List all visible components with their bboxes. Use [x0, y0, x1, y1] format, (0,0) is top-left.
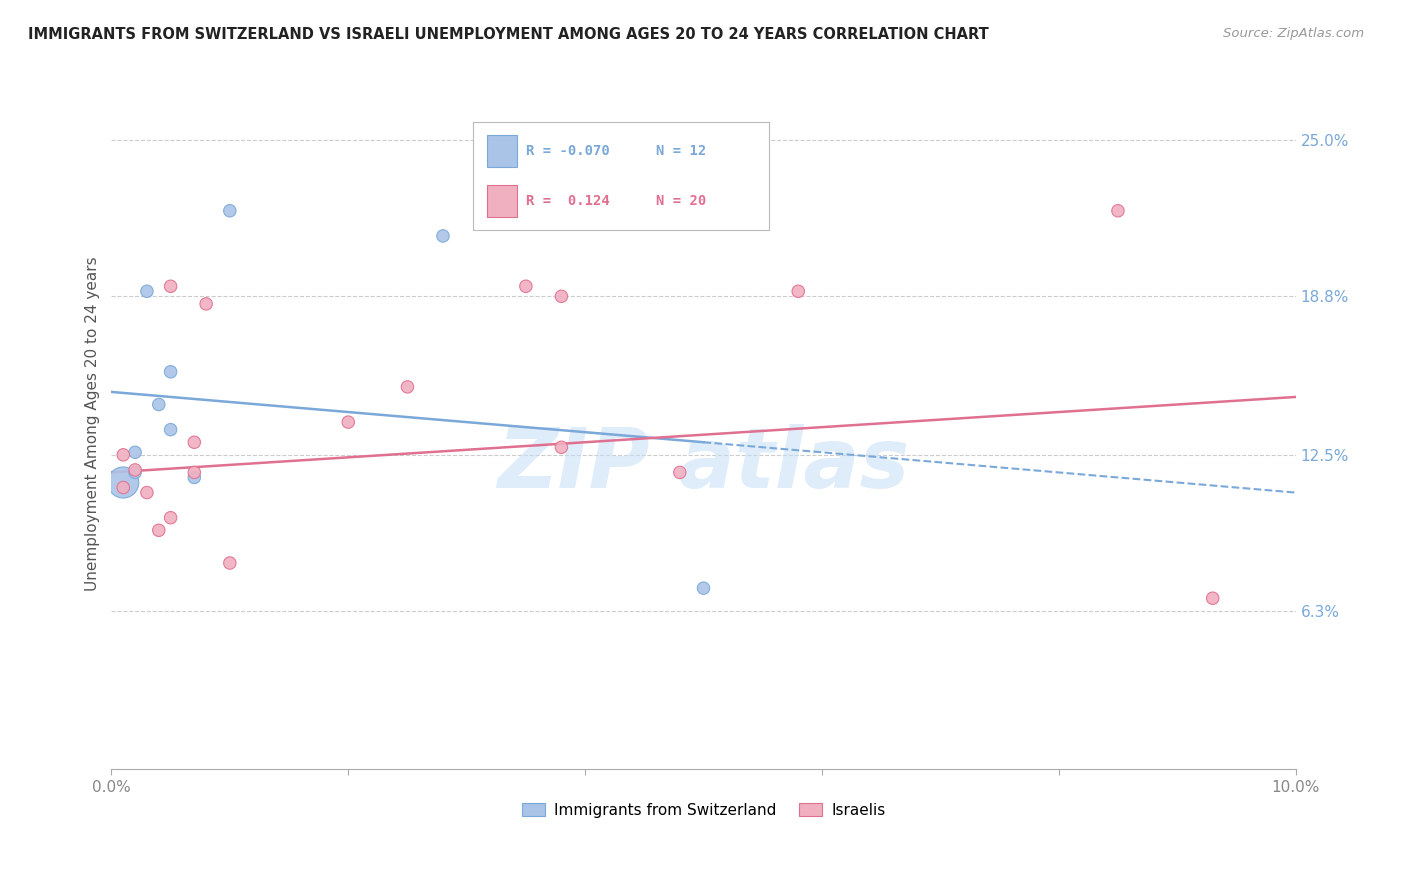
Point: [183, 466, 205, 480]
Legend: Immigrants from Switzerland, Israelis: Immigrants from Switzerland, Israelis: [516, 797, 891, 824]
Point: [1107, 203, 1129, 218]
Point: [183, 435, 205, 450]
Point: [159, 423, 181, 437]
Point: [337, 415, 360, 429]
Point: [669, 466, 692, 480]
Point: [124, 445, 146, 459]
Point: [432, 229, 454, 244]
Point: [1202, 591, 1225, 606]
Text: IMMIGRANTS FROM SWITZERLAND VS ISRAELI UNEMPLOYMENT AMONG AGES 20 TO 24 YEARS CO: IMMIGRANTS FROM SWITZERLAND VS ISRAELI U…: [28, 27, 988, 42]
Point: [159, 510, 181, 524]
Point: [112, 448, 135, 462]
Text: Source: ZipAtlas.com: Source: ZipAtlas.com: [1223, 27, 1364, 40]
Point: [396, 380, 419, 394]
Point: [124, 463, 146, 477]
Point: [692, 581, 714, 595]
Point: [515, 279, 537, 293]
Point: [218, 203, 240, 218]
Point: [787, 285, 810, 299]
Point: [112, 475, 135, 490]
Point: [218, 556, 240, 570]
Point: [195, 297, 218, 311]
Point: [148, 397, 170, 411]
Point: [550, 289, 572, 303]
Point: [550, 440, 572, 454]
Point: [136, 285, 159, 299]
Point: [124, 466, 146, 480]
Point: [159, 279, 181, 293]
Text: ZIP atlas: ZIP atlas: [498, 425, 910, 506]
Point: [538, 159, 561, 173]
Point: [183, 470, 205, 484]
Point: [148, 524, 170, 538]
Point: [136, 485, 159, 500]
Point: [159, 365, 181, 379]
Y-axis label: Unemployment Among Ages 20 to 24 years: Unemployment Among Ages 20 to 24 years: [86, 256, 100, 591]
Point: [112, 481, 135, 495]
